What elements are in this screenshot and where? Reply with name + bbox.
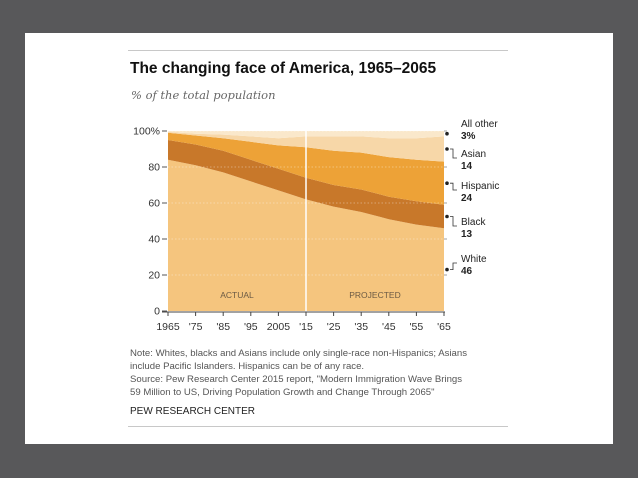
end-label-name-asian: Asian	[461, 149, 486, 160]
end-label-name-white: White	[461, 254, 487, 265]
x-axis-ticks: 1965 '75 '85 '95 2005 '15 '25 '35 '45 '55 '65	[156, 312, 451, 333]
end-leader-hispanic	[450, 182, 457, 191]
x-tick-label-2025: '25	[327, 321, 341, 333]
end-dot-white	[445, 267, 449, 272]
end-dot-hispanic	[445, 181, 449, 185]
x-tick-label-1975: '75	[189, 321, 203, 333]
y-tick-label-100: 100%	[133, 126, 160, 138]
footer-note-line-2: include Pacific Islanders. Hispanics can…	[130, 361, 365, 372]
x-tick-label-2015: '15	[299, 321, 313, 333]
end-label-value-hispanic: 24	[461, 193, 473, 204]
end-dot-all-other	[445, 131, 449, 136]
region-label-actual: ACTUAL	[220, 290, 254, 300]
x-tick-label-1985: '85	[216, 321, 230, 333]
bottom-rule	[128, 426, 508, 427]
end-label-value-white: 46	[461, 266, 473, 277]
footer-source-line-2: 59 Million to US, Driving Population Gro…	[130, 387, 435, 398]
end-label-value-asian: 14	[461, 161, 473, 172]
end-dot-asian	[445, 147, 449, 151]
y-tick-label-0: 0	[154, 306, 160, 318]
end-leader-white	[450, 262, 457, 270]
end-label-name-all-other: All other	[461, 119, 498, 130]
footer-note-line-1: Note: Whites, blacks and Asians include …	[130, 348, 468, 359]
chart-title: The changing face of America, 1965–2065	[130, 60, 437, 77]
end-leader-asian	[450, 148, 457, 159]
organization-name: PEW RESEARCH CENTER	[130, 406, 256, 417]
end-label-value-all-other: 3%	[461, 131, 476, 142]
x-tick-label-2035: '35	[354, 321, 368, 333]
y-tick-label-40: 40	[148, 234, 160, 246]
y-tick-label-80: 80	[148, 162, 160, 174]
top-rule	[128, 50, 508, 51]
chart-subtitle: % of the total population	[131, 88, 276, 102]
end-dot-black	[445, 214, 449, 219]
region-label-projected: PROJECTED	[349, 290, 400, 300]
y-tick-label-60: 60	[148, 198, 160, 210]
x-tick-label-1965: 1965	[156, 321, 180, 333]
y-axis-ticks: 0 20 40 60 80 100%	[133, 126, 167, 318]
y-tick-label-20: 20	[148, 270, 160, 282]
x-tick-label-2005: 2005	[267, 321, 291, 333]
end-label-name-hispanic: Hispanic	[461, 181, 499, 192]
end-label-value-black: 13	[461, 229, 473, 240]
end-leader-black	[450, 216, 457, 227]
footer-source-line-1: Source: Pew Research Center 2015 report,…	[130, 374, 463, 385]
x-tick-label-2045: '45	[382, 321, 396, 333]
x-tick-label-2055: '55	[410, 321, 424, 333]
x-tick-label-1995: '95	[244, 321, 258, 333]
x-tick-label-2065: '65	[437, 321, 451, 333]
end-label-name-black: Black	[461, 217, 486, 228]
